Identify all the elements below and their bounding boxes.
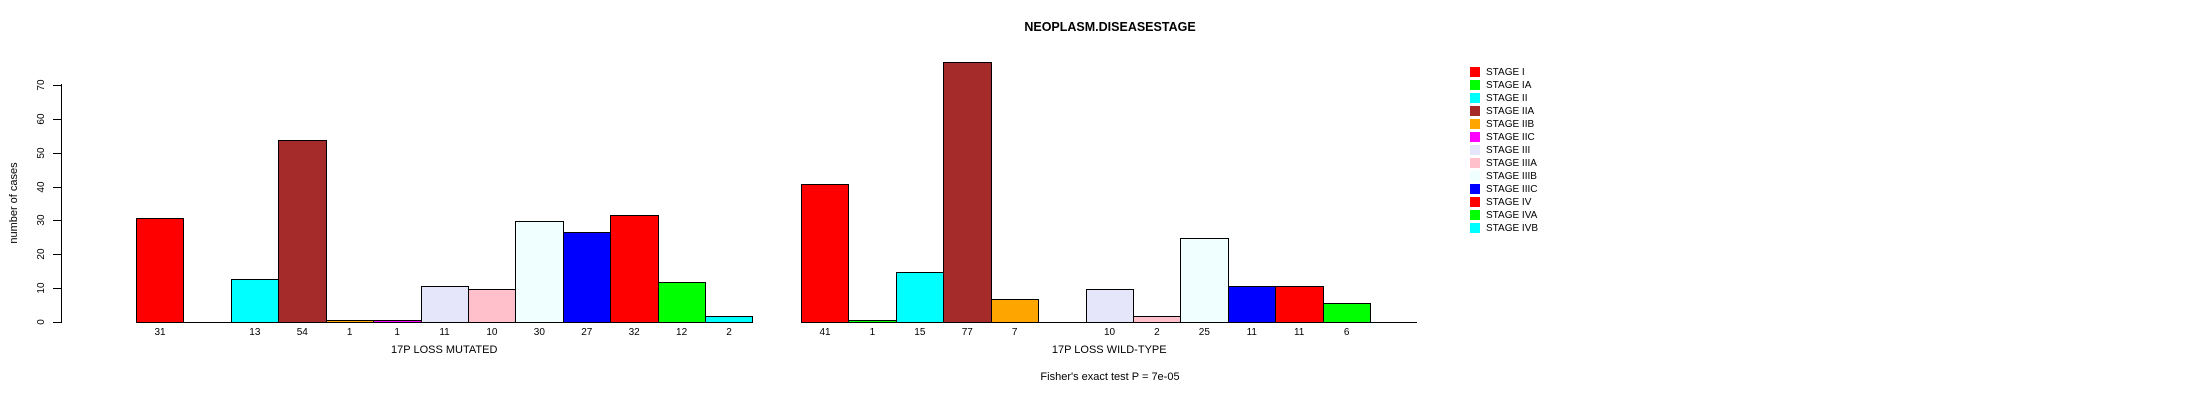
legend-swatch-stage-iv: [1470, 197, 1480, 207]
bar-17p-loss-wild-type-stage-i: [801, 184, 850, 323]
bar-17p-loss-mutated-stage-iiic: [562, 232, 612, 323]
legend-swatch-stage-ivb: [1470, 223, 1480, 233]
legend-label-stage-ii: STAGE II: [1486, 93, 1528, 104]
y-axis-tick-label: 40: [36, 181, 47, 193]
bar-value-label: 27: [581, 327, 593, 338]
bar-17p-loss-wild-type-stage-iiic: [1227, 286, 1277, 323]
legend-label-stage-ivb: STAGE IVB: [1486, 223, 1539, 234]
x-group-label-17p-loss-wild-type: 17P LOSS WILD-TYPE: [1051, 344, 1167, 356]
bar-value-label: 1: [869, 327, 876, 338]
y-axis-tick-label: 30: [36, 214, 47, 226]
bar-value-label: 41: [819, 327, 831, 338]
legend-label-stage-iib: STAGE IIB: [1486, 119, 1535, 130]
legend-swatch-stage-ia: [1470, 80, 1480, 90]
bar-17p-loss-wild-type-stage-iiia: [1132, 316, 1182, 323]
y-axis-tick: [53, 186, 61, 188]
bar-17p-loss-wild-type-stage-ii: [895, 272, 945, 323]
bar-value-label: 7: [1011, 327, 1018, 338]
legend-label-stage-iia: STAGE IIA: [1486, 106, 1535, 117]
bar-17p-loss-mutated-stage-iib: [325, 320, 375, 323]
y-axis-line: [61, 84, 62, 323]
legend-swatch-stage-iiic: [1470, 184, 1480, 194]
bar-17p-loss-wild-type-stage-iv: [1275, 286, 1324, 323]
bar-17p-loss-wild-type-stage-iii: [1085, 289, 1134, 323]
bar-17p-loss-mutated-stage-iii: [420, 286, 469, 323]
bar-value-label: 30: [533, 327, 545, 338]
legend-swatch-stage-i: [1470, 67, 1480, 77]
y-axis-tick: [53, 288, 61, 290]
bar-value-label: 12: [676, 327, 688, 338]
bar-value-label: 10: [1103, 327, 1116, 338]
bar-17p-loss-mutated-stage-iia: [278, 140, 327, 323]
bar-17p-loss-mutated-stage-iv: [610, 215, 659, 323]
bar-value-label: 32: [628, 327, 640, 338]
y-axis-tick-label: 50: [36, 147, 47, 159]
legend-label-stage-ia: STAGE IA: [1486, 80, 1532, 91]
bar-value-label: 11: [439, 327, 450, 338]
bar-17p-loss-wild-type-stage-iia: [943, 62, 992, 323]
bar-17p-loss-mutated-stage-iiib: [515, 221, 564, 323]
legend-label-stage-iva: STAGE IVA: [1486, 210, 1538, 221]
y-axis-tick: [53, 254, 61, 256]
y-axis-tick: [53, 322, 61, 323]
y-axis-tick-label: 10: [36, 282, 47, 294]
y-axis-tick-label: 0: [36, 319, 47, 325]
y-axis-tick-label: 70: [36, 79, 47, 91]
bar-value-label: 11: [1246, 327, 1257, 338]
y-axis-tick: [53, 118, 61, 120]
footnote-fisher-test: Fisher's exact test P = 7e-05: [1040, 371, 1180, 383]
legend-swatch-stage-ii: [1470, 93, 1480, 103]
y-axis-tick-label: 60: [36, 113, 47, 125]
legend-label-stage-iiic: STAGE IIIC: [1486, 184, 1538, 195]
bar-17p-loss-wild-type-stage-ia: [848, 320, 897, 323]
bar-value-label: 2: [1154, 327, 1160, 338]
y-axis-tick: [53, 220, 61, 222]
legend-swatch-stage-iiia: [1470, 158, 1480, 168]
bar-value-label: 11: [1293, 327, 1305, 338]
bar-value-label: 54: [296, 327, 308, 338]
bar-17p-loss-mutated-stage-iva: [657, 282, 707, 323]
legend-label-stage-iiia: STAGE IIIA: [1486, 158, 1537, 169]
bar-value-label: 13: [249, 327, 261, 338]
legend-label-stage-iic: STAGE IIC: [1486, 132, 1535, 143]
y-axis-tick: [53, 152, 61, 154]
bar-value-label: 2: [726, 327, 732, 338]
bar-value-label: 15: [914, 327, 926, 338]
bar-17p-loss-wild-type-stage-iva: [1322, 303, 1372, 323]
bar-17p-loss-mutated-stage-iiia: [467, 289, 517, 323]
legend-swatch-stage-iic: [1470, 132, 1480, 142]
legend-swatch-stage-iib: [1470, 119, 1480, 129]
bar-value-label: 77: [961, 327, 973, 338]
bar-17p-loss-mutated-stage-i: [136, 218, 185, 323]
bar-value-label: 10: [486, 327, 498, 338]
legend-label-stage-iv: STAGE IV: [1486, 197, 1532, 208]
bar-17p-loss-wild-type-stage-iiib: [1180, 238, 1229, 323]
bar-value-label: 1: [394, 327, 400, 338]
bar-17p-loss-wild-type-stage-iib: [990, 299, 1040, 323]
legend-label-stage-iii: STAGE III: [1486, 145, 1531, 156]
bar-17p-loss-mutated-stage-ii: [230, 279, 280, 323]
legend-swatch-stage-iiib: [1470, 171, 1480, 181]
bar-value-label: 25: [1198, 327, 1210, 338]
bar-17p-loss-mutated-stage-ivb: [705, 316, 754, 323]
bar-value-label: 31: [154, 327, 166, 338]
bar-value-label: 1: [346, 327, 353, 338]
legend-label-stage-iiib: STAGE IIIB: [1486, 171, 1537, 182]
legend-swatch-stage-iia: [1470, 106, 1480, 116]
legend-swatch-stage-iii: [1470, 145, 1480, 155]
y-axis-tick-label: 20: [36, 248, 47, 260]
legend-label-stage-i: STAGE I: [1486, 67, 1525, 78]
chart-title: NEOPLASM.DISEASESTAGE: [1024, 20, 1196, 34]
bar-17p-loss-mutated-stage-iic: [373, 320, 422, 323]
x-group-label-17p-loss-mutated: 17P LOSS MUTATED: [391, 344, 498, 356]
legend-swatch-stage-iva: [1470, 210, 1480, 220]
y-axis-tick: [53, 85, 61, 86]
bar-value-label: 6: [1343, 327, 1350, 338]
